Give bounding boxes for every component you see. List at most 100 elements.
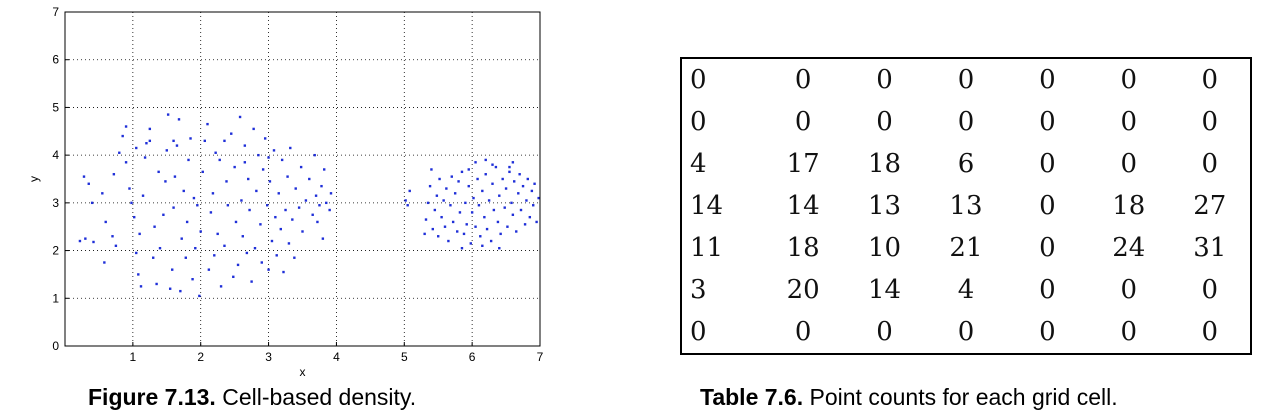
data-point xyxy=(494,165,498,169)
data-point xyxy=(423,232,426,236)
data-point xyxy=(523,223,527,226)
table-cell: 10 xyxy=(868,233,902,263)
data-point xyxy=(511,161,515,164)
data-point xyxy=(445,187,448,190)
table-cell: 31 xyxy=(1193,233,1227,263)
data-point xyxy=(464,201,467,205)
data-point xyxy=(157,170,160,174)
data-point xyxy=(168,287,172,290)
table-cell: 0 xyxy=(1039,275,1056,305)
data-point xyxy=(225,180,228,183)
data-point xyxy=(521,184,525,188)
data-point xyxy=(325,201,328,205)
data-point xyxy=(438,177,441,181)
data-point xyxy=(189,137,192,140)
table-row: 0 0 0 0 0 0 0 xyxy=(681,58,1251,101)
data-point xyxy=(162,213,165,216)
data-point xyxy=(214,151,217,154)
table-row: 14 14 13 13 0 18 27 xyxy=(681,185,1251,227)
data-point xyxy=(318,204,321,207)
data-point xyxy=(321,237,325,240)
data-point xyxy=(175,144,179,147)
data-point xyxy=(78,239,82,243)
table-cell: 0 xyxy=(1039,317,1056,347)
axis-ticks: 1 2 3 4 5 6 7 0 1 2 3 4 5 6 7 xyxy=(52,5,543,364)
table-row: 0 0 0 0 0 0 0 xyxy=(681,311,1251,354)
grid-cell-count-table: 0 0 0 0 0 0 0 0 0 0 0 0 0 0 4 17 18 6 0 0 0 14 14 13 13 0 18 27 11 18… xyxy=(680,57,1252,355)
data-point xyxy=(532,204,535,207)
data-point xyxy=(180,237,183,240)
data-point xyxy=(289,146,292,150)
data-point xyxy=(84,237,87,240)
data-point xyxy=(508,170,511,174)
data-point xyxy=(268,180,272,183)
data-point xyxy=(510,201,513,205)
data-point xyxy=(515,230,518,233)
data-point xyxy=(192,196,196,200)
plot-frame xyxy=(64,11,541,347)
data-point xyxy=(267,156,270,159)
table-cell: 0 xyxy=(876,317,893,347)
data-point xyxy=(440,215,443,219)
data-point xyxy=(173,175,177,178)
data-point xyxy=(491,163,494,166)
data-point xyxy=(121,134,124,138)
figure-caption-text: Cell-based density. xyxy=(222,384,417,410)
table-caption-text: Point counts for each grid cell. xyxy=(809,384,1118,410)
data-point xyxy=(297,206,301,209)
data-point xyxy=(240,199,243,202)
data-point xyxy=(499,232,502,236)
data-point xyxy=(196,204,199,207)
data-point xyxy=(124,161,128,164)
data-point xyxy=(207,268,211,271)
data-point xyxy=(101,192,104,195)
data-point xyxy=(537,196,540,200)
table-cell: 0 xyxy=(794,317,812,347)
data-point xyxy=(259,223,262,226)
table-cell: 0 xyxy=(876,65,893,95)
x-tick-label: 5 xyxy=(401,350,408,364)
data-point xyxy=(424,218,428,221)
table-cell: 13 xyxy=(949,191,983,221)
data-point xyxy=(481,244,484,247)
data-point xyxy=(428,184,432,188)
data-point xyxy=(528,215,532,219)
data-point xyxy=(263,137,267,140)
data-point xyxy=(280,158,284,162)
data-point xyxy=(453,192,457,195)
data-point xyxy=(143,156,147,159)
data-point xyxy=(470,211,474,214)
data-point xyxy=(248,208,251,212)
data-point xyxy=(211,192,215,195)
data-point xyxy=(172,139,175,143)
data-point xyxy=(304,199,308,202)
table-cell: 0 xyxy=(1120,275,1138,305)
data-point xyxy=(206,122,209,126)
y-tick-label: 1 xyxy=(52,291,59,305)
data-point xyxy=(277,192,280,195)
data-point xyxy=(133,215,136,219)
data-point xyxy=(158,246,162,250)
data-point xyxy=(328,208,331,212)
data-point xyxy=(311,213,314,216)
x-axis-label: x xyxy=(300,365,306,379)
data-point xyxy=(489,239,493,243)
data-point xyxy=(90,201,94,205)
table-cell: 18 xyxy=(868,149,902,179)
data-point xyxy=(279,227,282,231)
data-point xyxy=(483,215,486,219)
table-cell: 17 xyxy=(786,149,820,179)
data-point xyxy=(479,235,482,238)
data-point xyxy=(82,175,86,178)
table-cell: 24 xyxy=(1112,233,1146,263)
data-point xyxy=(114,244,118,247)
data-point xyxy=(185,220,189,224)
data-point xyxy=(243,161,247,164)
data-point xyxy=(179,289,182,293)
x-tick-label: 2 xyxy=(197,350,204,364)
data-point xyxy=(533,182,536,185)
y-tick-label: 3 xyxy=(52,196,59,210)
data-point xyxy=(467,184,470,188)
data-point xyxy=(498,194,501,197)
table-cell: 0 xyxy=(1039,191,1056,221)
